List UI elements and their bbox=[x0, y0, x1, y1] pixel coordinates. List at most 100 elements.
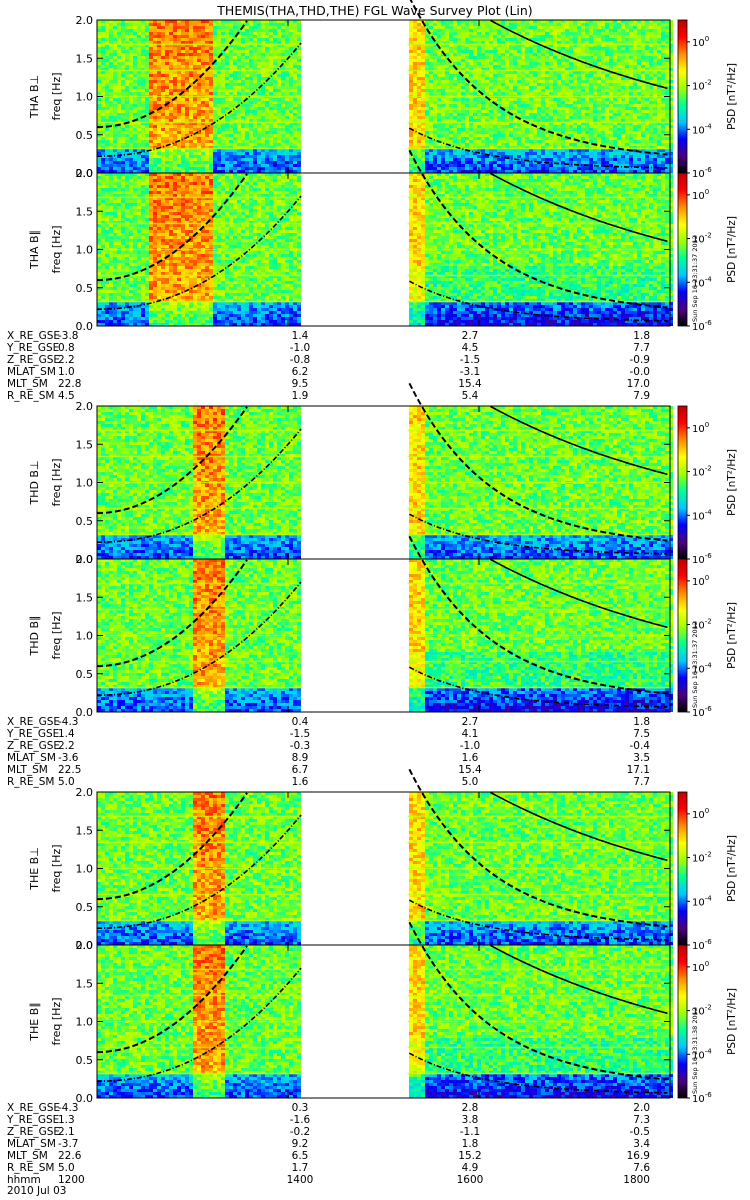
spectrogram-cell bbox=[585, 128, 589, 131]
spectrogram-cell bbox=[433, 53, 437, 56]
spectrogram-cell bbox=[241, 128, 245, 131]
spectrogram-cell bbox=[205, 23, 209, 26]
spectrogram-cell bbox=[173, 74, 177, 77]
spectrogram-cell bbox=[441, 56, 445, 59]
spectrogram-cell bbox=[557, 125, 561, 128]
spectrogram-cell bbox=[641, 41, 645, 44]
spectrogram-cell bbox=[213, 80, 217, 83]
spectrogram-cell bbox=[501, 98, 505, 101]
spectrogram-cell bbox=[617, 29, 621, 32]
spectrogram-cell bbox=[517, 26, 521, 29]
spectrogram-cell bbox=[209, 104, 213, 107]
spectrogram-cell bbox=[269, 83, 273, 86]
spectrogram-cell bbox=[409, 62, 413, 65]
spectrogram-cell bbox=[249, 107, 253, 110]
spectrogram-cell bbox=[493, 131, 497, 134]
spectrogram-cell bbox=[113, 56, 117, 59]
spectrogram-cell bbox=[181, 98, 185, 101]
spectrogram-cell bbox=[485, 119, 489, 122]
spectrogram-cell bbox=[193, 98, 197, 101]
spectrogram-cell bbox=[409, 80, 413, 83]
spectrogram-cell bbox=[133, 113, 137, 116]
spectrogram-cell bbox=[541, 140, 545, 143]
spectrogram-cell bbox=[421, 59, 425, 62]
spectrogram-cell bbox=[517, 41, 521, 44]
spectrogram-cell bbox=[645, 128, 649, 131]
spectrogram-cell bbox=[269, 113, 273, 116]
spectrogram-cell bbox=[589, 131, 593, 134]
spectrogram-cell bbox=[613, 119, 617, 122]
spectrogram-cell bbox=[97, 50, 101, 53]
spectrogram-cell bbox=[453, 83, 457, 86]
spectrogram-cell bbox=[521, 77, 525, 80]
spectrogram-cell bbox=[245, 23, 249, 26]
spectrogram-cell bbox=[413, 104, 417, 107]
spectrogram-cell bbox=[609, 53, 613, 56]
spectrogram-cell bbox=[441, 65, 445, 68]
spectrogram-cell bbox=[193, 113, 197, 116]
spectrogram-cell bbox=[665, 128, 669, 131]
spectrogram-cell bbox=[573, 32, 577, 35]
spectrogram-cell bbox=[133, 128, 137, 131]
spectrogram-cell bbox=[241, 41, 245, 44]
spectrogram-cell bbox=[653, 86, 657, 89]
spectrogram-cell bbox=[145, 86, 149, 89]
spectrogram-cell bbox=[549, 104, 553, 107]
spectrogram-cell bbox=[573, 74, 577, 77]
spectrogram-cell bbox=[505, 62, 509, 65]
spectrogram-cell bbox=[121, 56, 125, 59]
spectrogram-cell bbox=[237, 56, 241, 59]
spectrogram-cell bbox=[145, 41, 149, 44]
spectrogram-cell bbox=[597, 32, 601, 35]
spectrogram-cell bbox=[277, 104, 281, 107]
spectrogram-cell bbox=[461, 41, 465, 44]
spectrogram-cell bbox=[437, 107, 441, 110]
spectrogram-cell bbox=[237, 83, 241, 86]
spectrogram-cell bbox=[177, 110, 181, 113]
spectrogram-cell bbox=[213, 113, 217, 116]
spectrogram-cell bbox=[649, 71, 653, 74]
spectrogram-cell bbox=[257, 125, 261, 128]
spectrogram-cell bbox=[117, 50, 121, 53]
spectrogram-cell bbox=[293, 74, 297, 77]
spectrogram-cell bbox=[417, 59, 421, 62]
spectrogram-cell bbox=[489, 131, 493, 134]
spectrogram-cell bbox=[593, 41, 597, 44]
spectrogram-cell bbox=[633, 74, 637, 77]
spectrogram-cell bbox=[181, 140, 185, 143]
spectrogram-cell bbox=[629, 47, 633, 50]
spectrogram-cell bbox=[649, 47, 653, 50]
spectrogram-cell bbox=[525, 62, 529, 65]
spectrogram-cell bbox=[165, 23, 169, 26]
spectrogram-cell bbox=[613, 92, 617, 95]
spectrogram-cell bbox=[641, 77, 645, 80]
spectrogram-cell bbox=[449, 50, 453, 53]
spectrogram-cell bbox=[269, 128, 273, 131]
spectrogram-cell bbox=[409, 113, 413, 116]
spectrogram-cell bbox=[165, 134, 169, 137]
spectrogram-cell bbox=[145, 128, 149, 131]
spectrogram-cell bbox=[577, 134, 581, 137]
spectrogram-cell bbox=[493, 65, 497, 68]
spectrogram-cell bbox=[157, 140, 161, 143]
spectrogram-cell bbox=[281, 119, 285, 122]
spectrogram-cell bbox=[425, 110, 429, 113]
spectrogram-cell bbox=[217, 62, 221, 65]
spectrogram-cell bbox=[557, 65, 561, 68]
spectrogram-cell bbox=[529, 128, 533, 131]
spectrogram-cell bbox=[521, 53, 525, 56]
spectrogram-cell bbox=[97, 143, 101, 146]
spectrogram-cell bbox=[441, 74, 445, 77]
spectrogram-cell bbox=[589, 86, 593, 89]
spectrogram-cell bbox=[505, 65, 509, 68]
spectrogram-cell bbox=[257, 53, 261, 56]
spectrogram-cell bbox=[157, 83, 161, 86]
spectrogram-cell bbox=[153, 47, 157, 50]
spectrogram-cell bbox=[497, 59, 501, 62]
spectrogram-cell bbox=[281, 56, 285, 59]
spectrogram-cell bbox=[409, 119, 413, 122]
spectrogram-cell bbox=[261, 116, 265, 119]
spectrogram-cell bbox=[469, 53, 473, 56]
spectrogram-cell bbox=[509, 56, 513, 59]
spectrogram-cell bbox=[441, 143, 445, 146]
